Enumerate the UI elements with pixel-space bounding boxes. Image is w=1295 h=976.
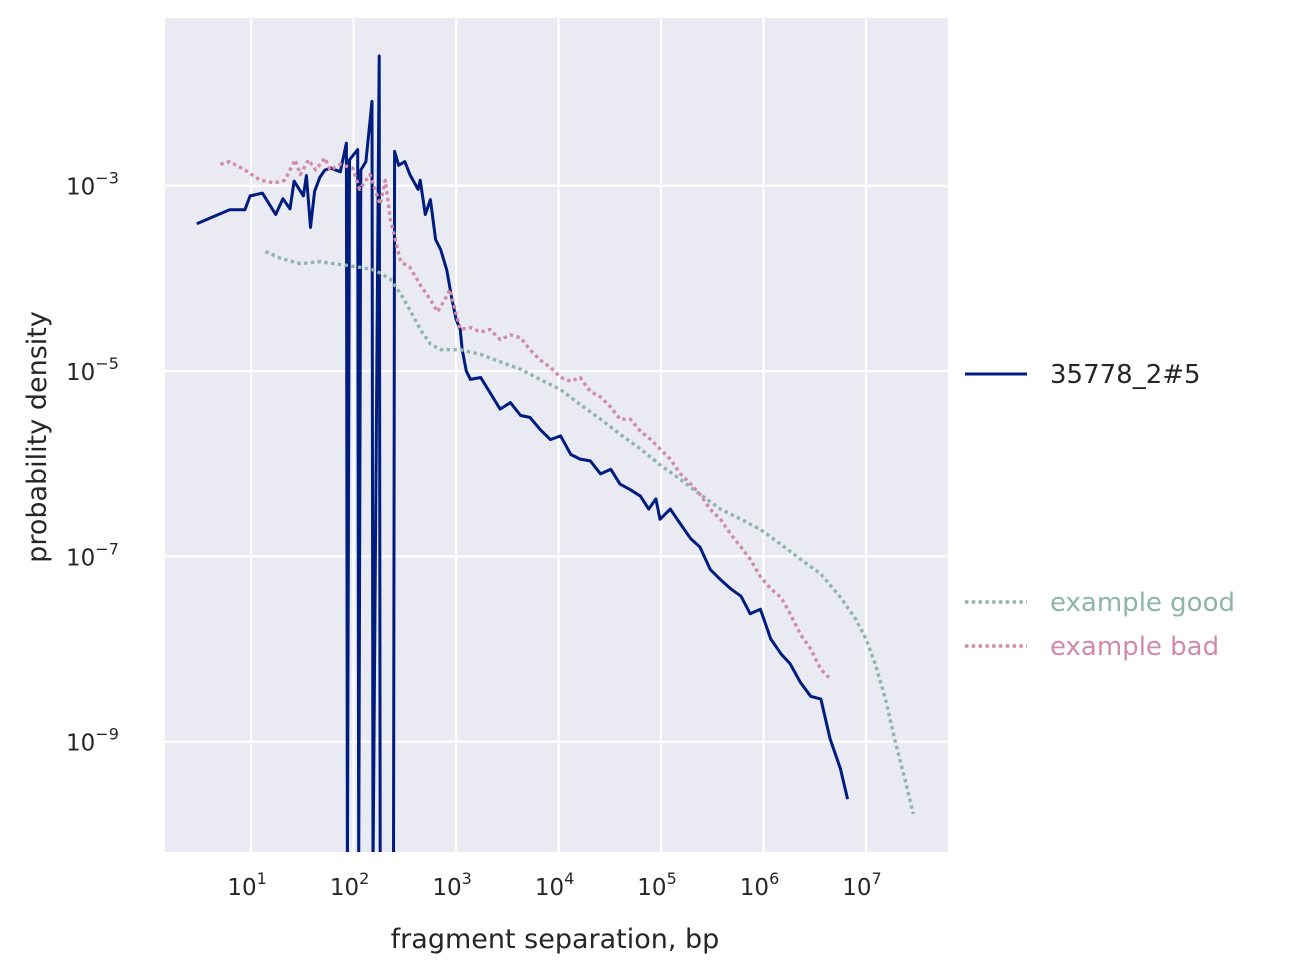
tick-base: 10	[66, 360, 95, 386]
x-tick-labels: 101 102 103 104 105 106 107	[227, 869, 881, 901]
plot-area	[165, 18, 948, 852]
x-tick-label: 103	[432, 869, 471, 901]
series-line-example-good	[264, 249, 915, 815]
tick-exponent: 4	[564, 869, 574, 888]
tick-exponent: 3	[462, 869, 472, 888]
tick-base: 10	[330, 875, 359, 901]
y-tick-label: 10−9	[66, 725, 119, 757]
legend-label: example good	[1050, 588, 1235, 618]
tick-exponent: −3	[95, 169, 119, 188]
tick-exponent: −9	[95, 725, 119, 744]
tick-exponent: −7	[95, 539, 119, 558]
tick-exponent: 6	[769, 869, 779, 888]
y-tick-label: 10−5	[66, 354, 119, 386]
series-line-example-bad	[219, 156, 832, 680]
x-tick-label: 101	[227, 869, 266, 901]
y-tick-label: 10−3	[66, 169, 119, 201]
tick-exponent: 5	[667, 869, 677, 888]
tick-base: 10	[842, 875, 871, 901]
tick-base: 10	[535, 875, 564, 901]
series-line-35778-2-5	[196, 54, 850, 852]
tick-base: 10	[227, 875, 256, 901]
tick-exponent: 1	[257, 869, 267, 888]
tick-base: 10	[66, 175, 95, 201]
x-tick-label: 105	[637, 869, 676, 901]
y-tick-labels: 10−310−510−710−9	[66, 169, 119, 757]
tick-base: 10	[740, 875, 769, 901]
legend-label: example bad	[1050, 632, 1219, 662]
tick-base: 10	[66, 545, 95, 571]
y-tick-label: 10−7	[66, 539, 119, 571]
tick-base: 10	[432, 875, 461, 901]
x-axis-label: fragment separation, bp	[391, 924, 720, 955]
x-tick-label: 104	[535, 869, 574, 901]
x-tick-label: 102	[330, 869, 369, 901]
x-tick-label: 107	[842, 869, 881, 901]
legend-label: 35778_2#5	[1050, 360, 1201, 390]
tick-base: 10	[66, 731, 95, 757]
x-tick-label: 106	[740, 869, 779, 901]
y-axis-label: probability density	[22, 311, 53, 563]
series-group	[196, 54, 915, 852]
tick-exponent: 7	[872, 869, 882, 888]
tick-exponent: −5	[95, 354, 119, 373]
tick-base: 10	[637, 875, 666, 901]
tick-exponent: 2	[359, 869, 369, 888]
